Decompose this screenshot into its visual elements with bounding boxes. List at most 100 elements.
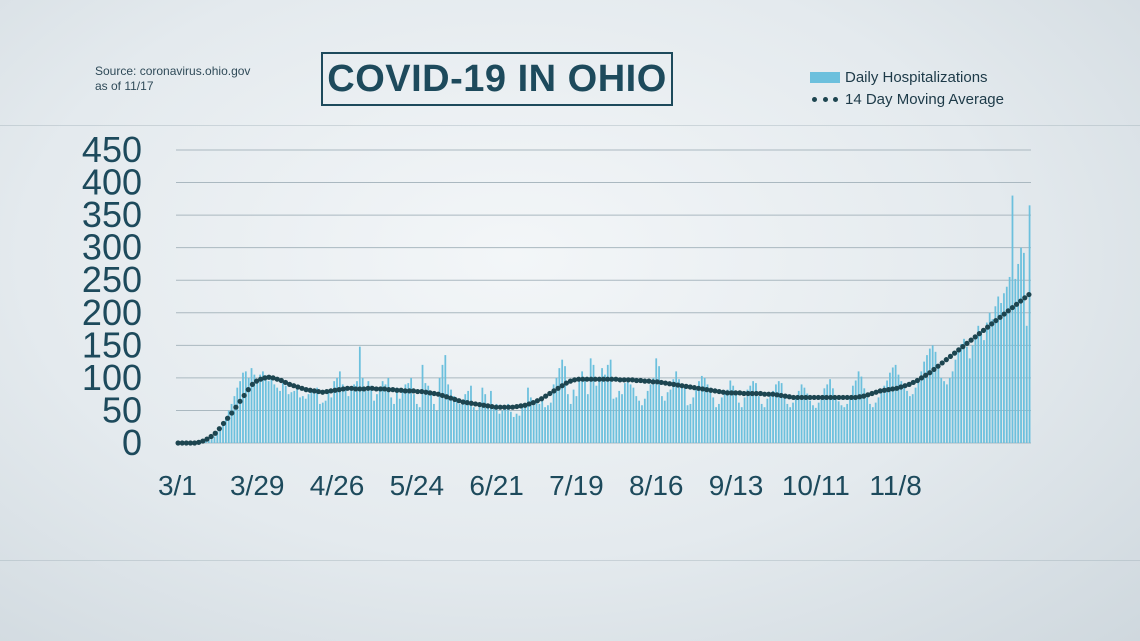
moving-average-dot — [753, 390, 759, 397]
hospitalization-bar — [803, 387, 806, 443]
hospitalization-bar — [421, 364, 424, 443]
hospitalization-bar — [307, 394, 310, 443]
hospitalization-bar — [709, 387, 712, 443]
hospitalization-bar — [287, 394, 290, 443]
hospitalization-bar — [301, 396, 304, 443]
moving-average-dot — [299, 385, 305, 391]
y-tick-label: 350 — [82, 194, 142, 235]
moving-average-dot — [245, 387, 251, 393]
hospitalization-bar — [259, 374, 261, 443]
moving-average-dot — [415, 388, 421, 395]
moving-average-dot — [666, 381, 673, 387]
hospitalization-bar — [373, 400, 375, 443]
moving-average-dot — [782, 393, 788, 399]
hospitalization-bar — [458, 403, 461, 443]
background-band — [0, 560, 1140, 561]
hospitalization-bar — [937, 364, 940, 443]
moving-average-dot — [328, 388, 334, 394]
legend-label-dots: 14 Day Moving Average — [845, 90, 1004, 108]
moving-average-dot — [200, 438, 206, 444]
moving-average-dot — [840, 394, 846, 401]
moving-average-dot — [708, 387, 714, 393]
hospitalization-bar — [276, 387, 279, 443]
hospitalization-bar — [746, 389, 749, 443]
moving-average-dot — [567, 378, 574, 384]
moving-average-dot — [266, 374, 272, 380]
moving-average-dot — [856, 394, 863, 400]
moving-average-dot — [724, 390, 731, 396]
moving-average-dot — [592, 376, 598, 382]
moving-average-dot — [613, 376, 619, 382]
hospitalization-bar — [649, 384, 652, 443]
moving-average-dot — [625, 377, 631, 383]
hospitalization-bar — [578, 381, 581, 443]
source-line: Source: coronavirus.ohio.gov — [95, 64, 251, 78]
hospitalization-bar — [983, 340, 985, 443]
moving-average-dot — [600, 376, 607, 382]
moving-average-dot — [386, 387, 392, 393]
hospitalization-bar — [538, 403, 541, 443]
moving-average-dot — [819, 394, 826, 401]
hospitalization-bar — [455, 398, 458, 443]
as-of-line: as of 11/17 — [95, 79, 154, 93]
hospitalization-bar — [527, 387, 529, 443]
moving-average-dot — [844, 394, 850, 401]
moving-average-dot — [720, 389, 726, 395]
hospitalization-bar — [487, 403, 489, 443]
moving-average-dot — [212, 430, 218, 436]
hospitalization-bar — [877, 397, 880, 443]
moving-average-dot — [989, 321, 995, 327]
moving-average-dot — [931, 366, 937, 373]
moving-average-dot — [443, 394, 450, 400]
hospitalization-bar — [749, 385, 752, 443]
hospitalization-bar — [931, 345, 934, 443]
hospitalization-bar — [832, 388, 834, 443]
hospitalization-bar — [1022, 252, 1025, 443]
hospitalization-bar — [284, 385, 287, 443]
hospitalization-bar — [632, 387, 635, 443]
hospitalization-bar — [387, 377, 390, 443]
hospitalization-bar — [1017, 263, 1020, 443]
moving-average-dot — [642, 378, 648, 384]
hospitalization-bar — [224, 416, 227, 443]
moving-average-dot — [274, 376, 280, 382]
hospitalization-bar — [253, 374, 256, 443]
hospitalization-bar — [735, 394, 737, 443]
hospitalization-bar — [390, 397, 393, 443]
moving-average-dot — [741, 390, 747, 397]
hospitalization-bar — [766, 398, 769, 443]
hospitalization-bar — [940, 377, 943, 443]
hospitalization-bar — [786, 403, 789, 443]
hospitalization-bar — [555, 377, 558, 443]
moving-average-dot — [497, 404, 503, 410]
moving-average-dot — [183, 440, 189, 446]
moving-average-dot — [712, 388, 718, 394]
hospitalization-bar — [227, 410, 230, 443]
y-tick-label: 450 — [82, 129, 142, 170]
moving-average-dot — [353, 386, 359, 392]
hospitalization-bar — [589, 358, 592, 443]
hospitalization-bar — [467, 390, 470, 443]
moving-average-dot — [320, 389, 326, 395]
moving-average-dot — [1022, 295, 1028, 301]
moving-average-dot — [662, 380, 669, 386]
hospitalization-bar — [250, 368, 253, 443]
hospitalization-bar — [638, 400, 641, 443]
hospitalization-bar — [324, 400, 327, 443]
moving-average-dot — [419, 388, 425, 395]
hospitalization-bar — [769, 394, 772, 443]
moving-average-dot — [605, 376, 611, 382]
moving-average-dot — [985, 324, 991, 330]
hospitalization-bar — [655, 358, 658, 443]
moving-average-dot — [947, 353, 954, 360]
hospitalization-bar — [672, 379, 675, 443]
hospitalization-bar — [635, 396, 638, 443]
hospitalization-bar — [353, 384, 356, 443]
hospitalization-bar — [592, 364, 595, 443]
moving-average-dot — [918, 375, 925, 381]
moving-average-dot — [505, 404, 512, 410]
hospitalization-bar — [675, 371, 678, 443]
hospitalization-bar — [900, 381, 903, 443]
y-tick-label: 0 — [122, 422, 142, 463]
hospitalization-bar — [706, 384, 709, 443]
